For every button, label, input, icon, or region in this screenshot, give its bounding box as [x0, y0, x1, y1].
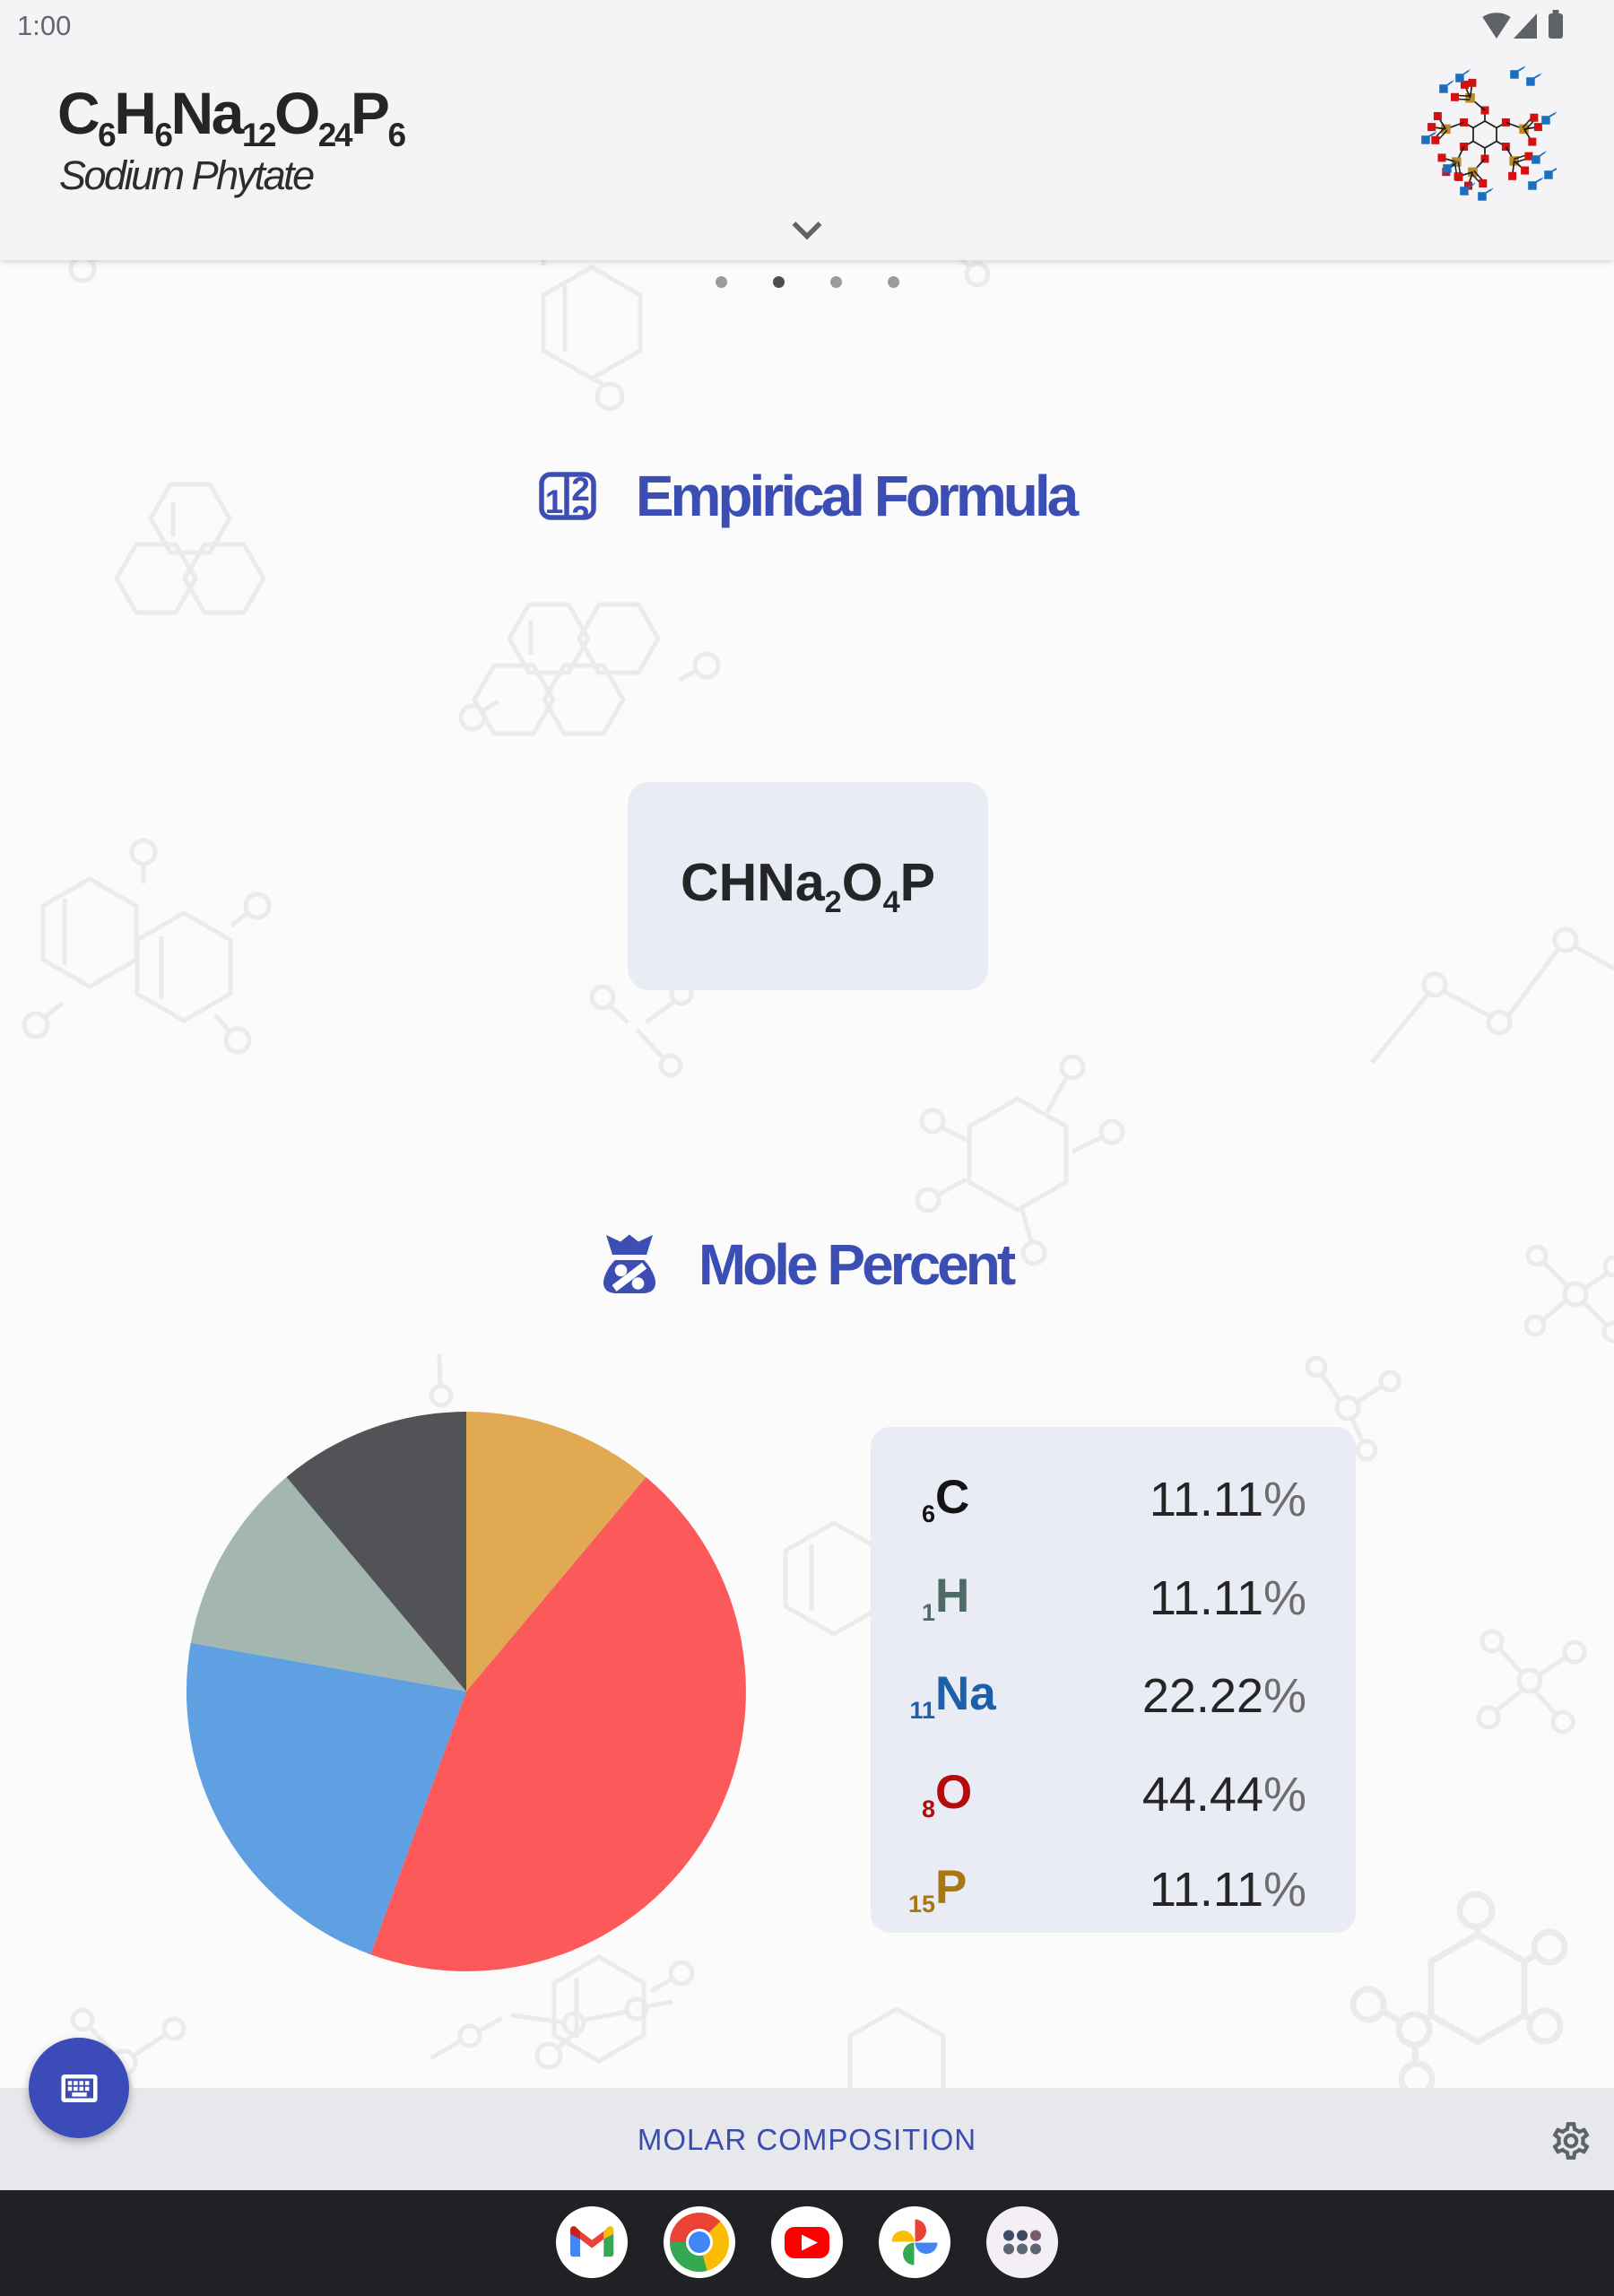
- svg-text:2: 2: [571, 472, 590, 508]
- svg-text:1: 1: [545, 483, 564, 520]
- svg-text:2: 2: [571, 500, 590, 520]
